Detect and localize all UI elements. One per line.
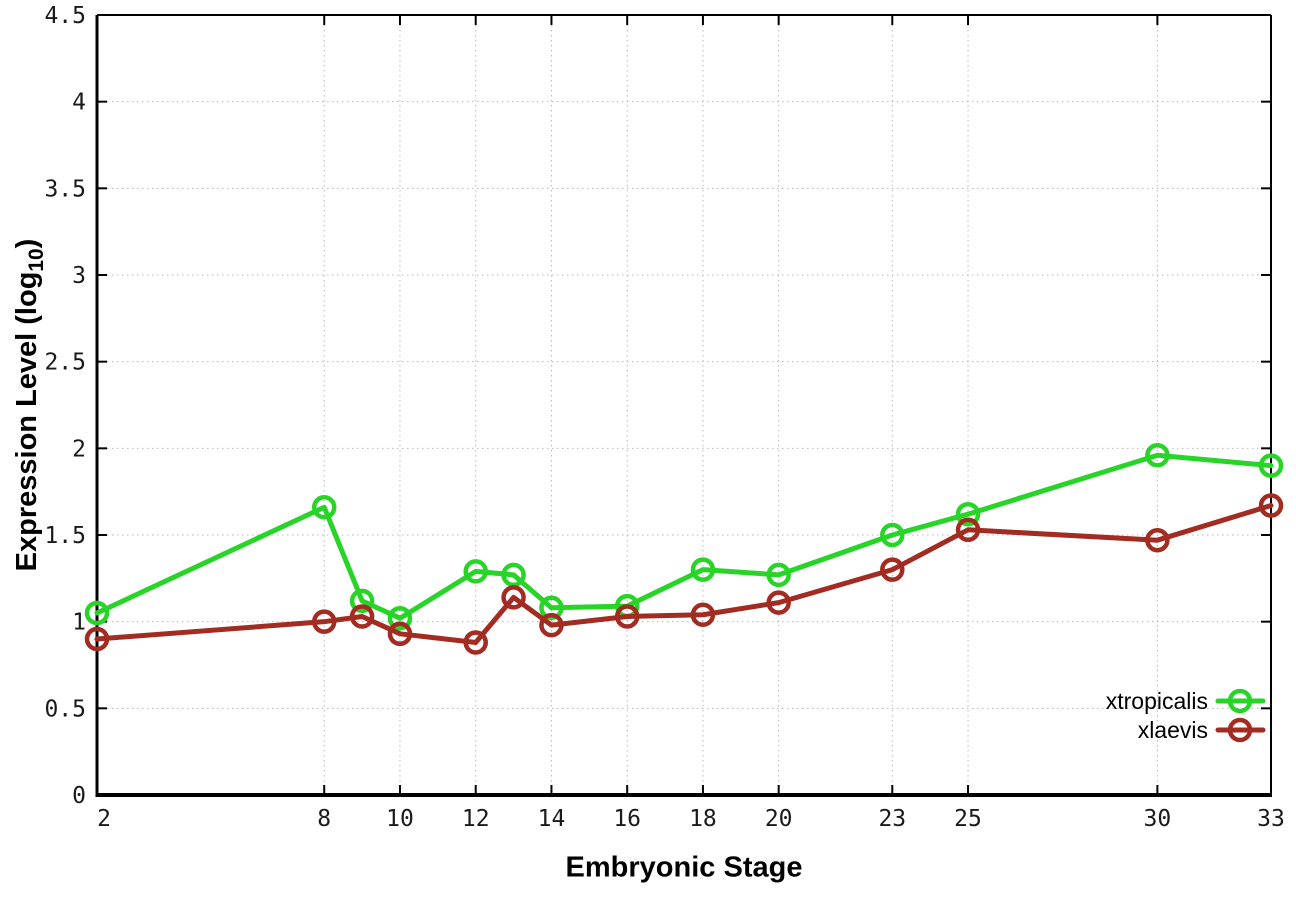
x-tick-label: 16 <box>613 806 641 832</box>
series-xtropicalis-marker <box>1145 443 1170 468</box>
y-axis-title: Expression Level (log10) <box>11 239 49 572</box>
x-axis-title: Embryonic Stage <box>565 851 803 884</box>
y-tick-label: 2 <box>72 436 86 462</box>
series-xtropicalis-marker <box>349 588 375 614</box>
legend-sample-marker-xlaevis <box>1227 717 1253 743</box>
legend-label-xlaevis: xlaevis <box>1138 717 1208 743</box>
y-tick-label: 3 <box>72 263 86 289</box>
series-xlaevis-line <box>94 503 1274 645</box>
y-tick-label: 0 <box>72 783 86 809</box>
x-tick-label: 33 <box>1257 806 1285 832</box>
series-xtropicalis-marker <box>84 600 110 626</box>
x-tick-label: 30 <box>1144 806 1172 832</box>
series-xlaevis-marker <box>501 585 526 610</box>
series-xtropicalis-marker <box>690 557 716 582</box>
series-xlaevis-marker <box>349 604 375 629</box>
y-tick-label: 2.5 <box>44 350 86 376</box>
series-xlaevis-marker <box>1258 493 1284 518</box>
series-xlaevis-marker <box>955 517 981 543</box>
series-xtropicalis-marker <box>387 605 413 631</box>
series-xlaevis-marker <box>387 621 413 647</box>
legend-label-xtropicalis: xtropicalis <box>1106 688 1208 714</box>
x-tick-label: 20 <box>765 806 793 832</box>
y-tick-label: 1.5 <box>44 523 86 549</box>
y-axis-title-main: Expression Level (log <box>11 271 44 572</box>
y-axis-title-close: ) <box>11 238 44 249</box>
series-xtropicalis-line <box>94 452 1274 621</box>
legend-sample-marker-xtropicalis <box>1227 688 1253 714</box>
series-xlaevis-marker <box>766 590 791 615</box>
series-xtropicalis-marker <box>463 559 488 584</box>
series-xlaevis-marker <box>311 609 337 634</box>
y-tick-label: 0.5 <box>44 696 86 722</box>
y-tick-label: 4.5 <box>44 3 86 29</box>
series-xlaevis-marker <box>880 557 905 582</box>
series-xlaevis-marker <box>463 630 488 655</box>
series-xlaevis-marker <box>614 604 640 629</box>
x-tick-label: 14 <box>538 806 566 832</box>
series-xtropicalis-marker <box>311 495 337 520</box>
x-tick-label: 18 <box>689 806 717 832</box>
series-xlaevis-marker <box>1145 527 1170 553</box>
series-xtropicalis-marker <box>766 562 791 588</box>
x-tick-label: 10 <box>386 806 414 832</box>
series-xtropicalis-marker <box>955 501 981 527</box>
series-xlaevis-marker <box>84 626 110 652</box>
y-tick-label: 3.5 <box>44 176 86 202</box>
series-xtropicalis-marker <box>539 595 564 621</box>
x-tick-label: 8 <box>317 806 331 832</box>
series-xtropicalis-marker <box>501 562 526 588</box>
x-tick-label: 12 <box>462 806 490 832</box>
y-tick-label: 1 <box>72 610 86 636</box>
y-tick-label: 4 <box>72 90 86 116</box>
series-xtropicalis-marker <box>1258 453 1284 478</box>
y-axis-title-subscript: 10 <box>24 248 48 272</box>
series-xtropicalis-marker <box>880 522 905 548</box>
series-xlaevis-marker <box>690 602 716 627</box>
x-tick-label: 23 <box>878 806 906 832</box>
x-tick-label: 2 <box>97 806 111 832</box>
series-xlaevis-marker <box>539 612 564 638</box>
x-tick-label: 25 <box>954 806 982 832</box>
